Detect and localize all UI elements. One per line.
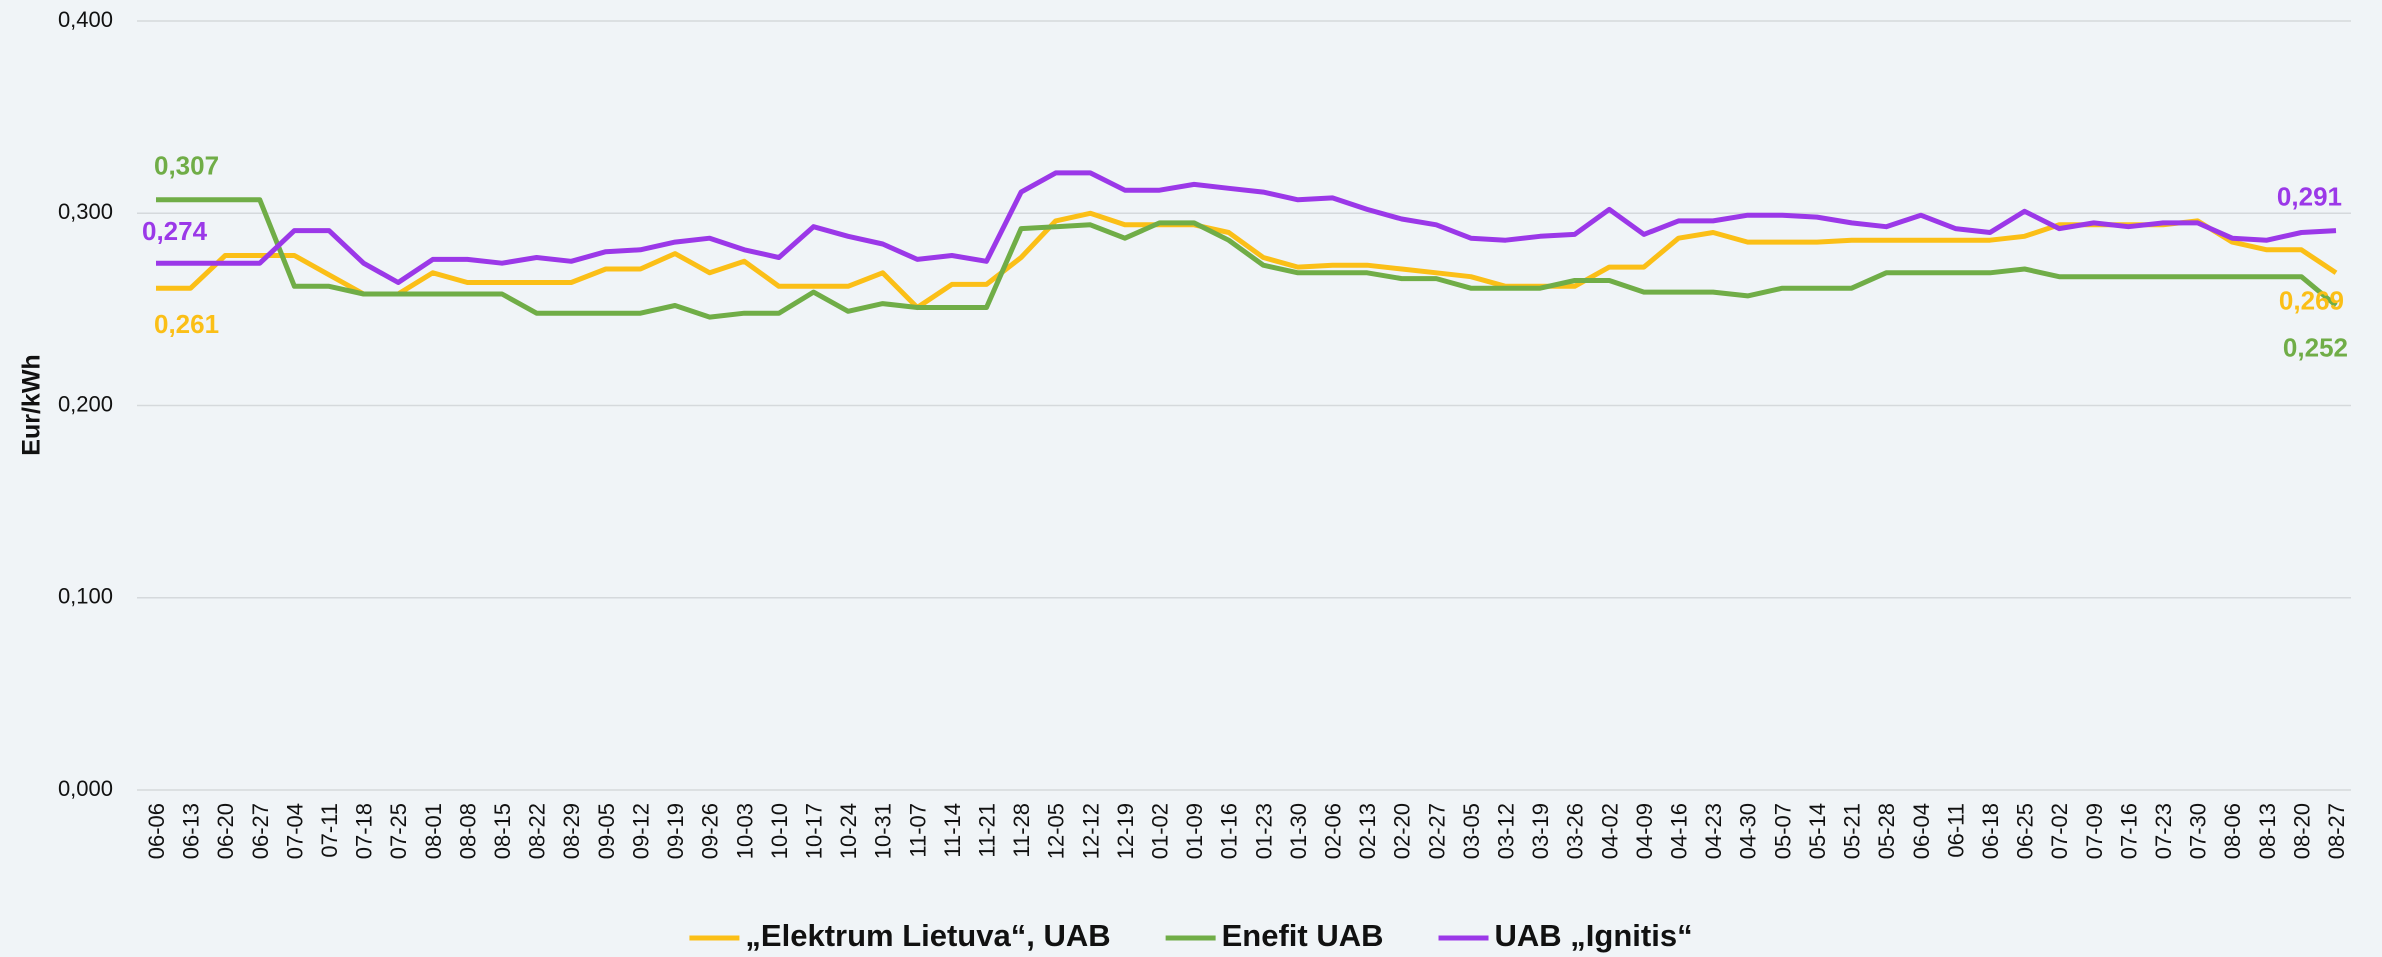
x-tick-label: 08-27 — [2324, 803, 2349, 859]
x-tick-label: 04-02 — [1597, 803, 1622, 859]
x-tick-label: 08-08 — [455, 803, 480, 859]
x-tick-label: 08-20 — [2289, 803, 2314, 859]
x-tick-label: 08-01 — [421, 803, 446, 859]
x-tick-label: 09-26 — [698, 803, 723, 859]
x-tick-label: 07-02 — [2047, 803, 2072, 859]
x-tick-label: 11-14 — [940, 803, 965, 858]
x-tick-label: 08-29 — [559, 803, 584, 859]
x-tick-label: 09-19 — [663, 803, 688, 859]
x-tick-label: 03-19 — [1528, 803, 1553, 859]
x-tick-label: 08-06 — [2220, 803, 2245, 859]
x-tick-label: 07-04 — [282, 803, 307, 859]
x-tick-label: 07-25 — [386, 803, 411, 859]
y-tick-label: 0,100 — [58, 584, 113, 609]
x-tick-label: 01-02 — [1147, 803, 1172, 859]
x-tick-label: 05-28 — [1874, 803, 1899, 859]
x-tick-label: 07-23 — [2151, 803, 2176, 859]
data-label: 0,269 — [2279, 286, 2344, 316]
x-tick-label: 09-05 — [594, 803, 619, 859]
x-tick-label: 11-28 — [1009, 803, 1034, 858]
x-tick-label: 07-09 — [2082, 803, 2107, 859]
legend-label: UAB „Ignitis“ — [1495, 918, 1693, 953]
x-tick-label: 01-30 — [1286, 803, 1311, 859]
x-tick-label: 11-21 — [974, 803, 999, 858]
x-tick-label: 07-16 — [2116, 803, 2141, 859]
x-tick-label: 06-13 — [179, 803, 204, 859]
x-tick-label: 01-23 — [1251, 803, 1276, 859]
x-tick-label: 12-19 — [1113, 803, 1138, 859]
x-tick-label: 08-13 — [2255, 803, 2280, 859]
x-tick-label: 12-05 — [1044, 803, 1069, 859]
y-tick-label: 0,400 — [58, 7, 113, 32]
x-tick-label: 08-22 — [525, 803, 550, 859]
data-label: 0,252 — [2283, 332, 2348, 362]
legend-label: „Elektrum Lietuva“, UAB — [745, 918, 1110, 953]
x-tick-label: 03-05 — [1459, 803, 1484, 859]
x-tick-label: 08-15 — [490, 803, 515, 859]
x-tick-label: 02-13 — [1355, 803, 1380, 859]
data-label: 0,307 — [154, 151, 219, 181]
x-tick-label: 10-17 — [801, 803, 826, 859]
x-tick-label: 09-12 — [628, 803, 653, 859]
data-label: 0,291 — [2277, 181, 2342, 211]
x-tick-label: 04-30 — [1736, 803, 1761, 859]
series-line — [156, 210, 2338, 310]
data-label: 0,261 — [154, 309, 219, 339]
x-tick-label: 06-25 — [2013, 803, 2038, 859]
x-tick-label: 04-09 — [1632, 803, 1657, 859]
legend-label: Enefit UAB — [1222, 918, 1384, 953]
x-tick-label: 12-12 — [1078, 803, 1103, 859]
x-tick-label: 10-03 — [732, 803, 757, 859]
y-tick-label: 0,200 — [58, 391, 113, 416]
x-tick-label: 01-16 — [1217, 803, 1242, 859]
x-tick-label: 07-18 — [352, 803, 377, 859]
x-tick-label: 10-24 — [836, 803, 861, 859]
x-tick-label: 03-26 — [1563, 803, 1588, 859]
y-tick-label: 0,000 — [58, 776, 113, 801]
x-tick-label: 06-20 — [213, 803, 238, 859]
x-tick-label: 05-21 — [1840, 803, 1865, 859]
x-tick-label: 02-27 — [1424, 803, 1449, 859]
x-tick-label: 05-14 — [1805, 803, 1830, 859]
x-tick-label: 06-27 — [248, 803, 273, 859]
series-line — [156, 197, 2338, 320]
x-tick-label: 04-23 — [1701, 803, 1726, 859]
x-tick-label: 05-07 — [1770, 803, 1795, 859]
x-tick-label: 06-06 — [144, 803, 169, 859]
x-tick-label: 02-06 — [1321, 803, 1346, 859]
x-tick-label: 06-04 — [1909, 803, 1934, 859]
x-tick-label: 01-09 — [1182, 803, 1207, 859]
x-tick-label: 11-07 — [905, 803, 930, 858]
x-tick-label: 03-12 — [1494, 803, 1519, 859]
x-tick-label: 07-30 — [2186, 803, 2211, 859]
x-tick-label: 06-11 — [1943, 803, 1968, 858]
x-tick-label: 06-18 — [1978, 803, 2003, 859]
y-axis-label: Eur/kWh — [18, 354, 46, 455]
series-line — [156, 170, 2337, 285]
x-tick-label: 04-16 — [1667, 803, 1692, 859]
x-tick-label: 02-20 — [1390, 803, 1415, 859]
x-tick-label: 10-10 — [767, 803, 792, 859]
y-tick-label: 0,300 — [58, 199, 113, 224]
x-tick-label: 07-11 — [317, 803, 342, 858]
x-tick-label: 10-31 — [871, 803, 896, 859]
data-label: 0,274 — [142, 216, 208, 246]
